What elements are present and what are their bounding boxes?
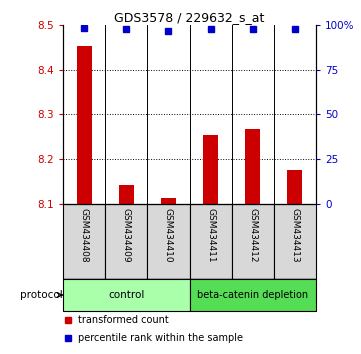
Text: GSM434410: GSM434410: [164, 207, 173, 262]
Bar: [274, 204, 316, 279]
Bar: [63, 204, 105, 279]
Bar: [190, 279, 316, 311]
Bar: [203, 135, 218, 204]
Bar: [147, 204, 190, 279]
Text: GSM434408: GSM434408: [80, 207, 89, 262]
Bar: [77, 46, 92, 204]
Text: transformed count: transformed count: [78, 315, 169, 325]
Text: protocol: protocol: [21, 290, 63, 300]
Bar: [245, 129, 260, 204]
Bar: [287, 170, 302, 204]
Bar: [232, 204, 274, 279]
Text: GSM434409: GSM434409: [122, 207, 131, 262]
Bar: [119, 184, 134, 204]
Bar: [105, 204, 147, 279]
Text: GSM434411: GSM434411: [206, 207, 215, 262]
Text: beta-catenin depletion: beta-catenin depletion: [197, 290, 308, 300]
Text: percentile rank within the sample: percentile rank within the sample: [78, 333, 243, 343]
Text: control: control: [108, 290, 144, 300]
Text: GSM434412: GSM434412: [248, 207, 257, 262]
Bar: [161, 198, 176, 204]
Bar: [63, 279, 190, 311]
Text: GSM434413: GSM434413: [290, 207, 299, 262]
Title: GDS3578 / 229632_s_at: GDS3578 / 229632_s_at: [114, 11, 265, 24]
Bar: [190, 204, 232, 279]
